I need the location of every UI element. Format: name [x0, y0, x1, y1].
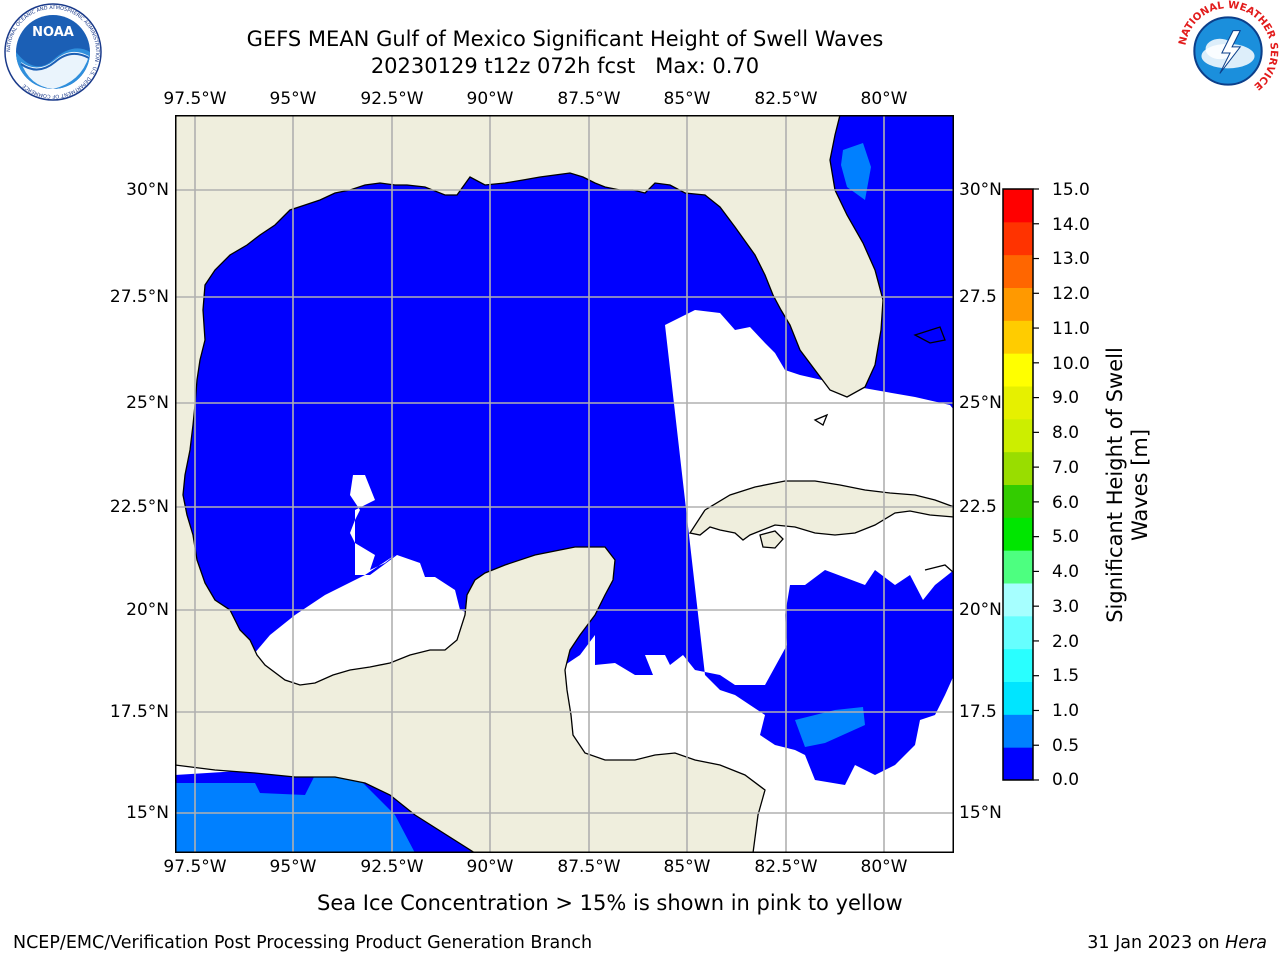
lon-tick-bottom: 95°W — [269, 857, 317, 877]
lon-tick-top: 85°W — [663, 89, 711, 109]
colorbar-segment — [1003, 353, 1033, 387]
lon-tick-top: 92.5°W — [360, 89, 424, 109]
colorbar-segment — [1003, 583, 1033, 617]
swell-patch-caribbean — [795, 707, 865, 747]
lat-tick-left: 20°N — [126, 600, 169, 620]
lat-tick-left: 22.5°N — [109, 497, 169, 517]
lon-tick-top: 82.5°W — [754, 89, 818, 109]
swell-patch-pacific — [175, 775, 415, 853]
colorbar-tick: 7.0 — [1052, 458, 1080, 478]
colorbar-segment — [1003, 747, 1033, 781]
lat-tick-left: 15°N — [126, 803, 169, 823]
colorbar-tick: 14.0 — [1052, 215, 1090, 235]
lon-tick-bottom: 87.5°W — [557, 857, 621, 877]
lat-tick-right: 17.5 — [959, 702, 997, 722]
swell-patch-florida — [841, 143, 871, 200]
run-date-text: 31 Jan 2023 on — [1087, 933, 1226, 953]
graticule — [175, 115, 954, 853]
colorbar-segment — [1003, 517, 1033, 551]
lon-tick-top: 80°W — [860, 89, 908, 109]
colorbar-tick: 9.0 — [1052, 388, 1080, 408]
colorbar-tick: 11.0 — [1052, 319, 1090, 339]
colorbar-tick: 1.0 — [1052, 701, 1080, 721]
colorbar-segment — [1003, 254, 1033, 288]
lon-tick-bottom: 90°W — [466, 857, 514, 877]
colorbar-label-line1: Significant Height of Swell — [1103, 347, 1127, 623]
lon-tick-top: 87.5°W — [557, 89, 621, 109]
lon-tick-top: 95°W — [269, 89, 317, 109]
colorbar-segment — [1003, 681, 1033, 715]
colorbar-tick: 12.0 — [1052, 284, 1090, 304]
lon-tick-top: 97.5°W — [163, 89, 227, 109]
colorbar-segment — [1003, 615, 1033, 650]
credit-text: NCEP/EMC/Verification Post Processing Pr… — [13, 933, 593, 953]
colorbar-tick: 10.0 — [1052, 354, 1090, 374]
colorbar-tick: 0.0 — [1052, 770, 1080, 790]
lon-tick-top: 90°W — [466, 89, 514, 109]
lat-tick-right: 25°N — [959, 393, 1002, 413]
colorbar-segment — [1003, 648, 1033, 682]
colorbar-segment — [1003, 550, 1033, 584]
colorbar-tick: 0.5 — [1052, 736, 1080, 756]
lat-tick-right: 30°N — [959, 180, 1002, 200]
colorbar — [1002, 188, 1039, 781]
colorbar-segment — [1003, 221, 1033, 256]
lat-tick-left: 17.5°N — [109, 702, 169, 722]
chart-title: GEFS MEAN Gulf of Mexico Significant Hei… — [246, 27, 884, 51]
run-host: Hera — [1225, 933, 1267, 953]
lon-tick-bottom: 80°W — [860, 857, 908, 877]
colorbar-tick: 3.0 — [1052, 597, 1080, 617]
lon-tick-bottom: 82.5°W — [754, 857, 818, 877]
lon-tick-bottom: 92.5°W — [360, 857, 424, 877]
colorbar-segment — [1003, 451, 1033, 485]
colorbar-segment — [1003, 386, 1033, 420]
land-north-america — [175, 115, 883, 853]
lat-tick-left: 30°N — [126, 180, 169, 200]
colorbar-segment — [1003, 320, 1033, 354]
colorbar-tick: 13.0 — [1052, 249, 1090, 269]
colorbar-border — [1002, 188, 1034, 781]
lat-tick-left: 25°N — [126, 393, 169, 413]
colorbar-tick: 2.0 — [1052, 632, 1080, 652]
lat-tick-right: 20°N — [959, 600, 1002, 620]
lat-tick-right: 22.5 — [959, 497, 997, 517]
lat-tick-right: 15°N — [959, 803, 1002, 823]
colorbar-tick: 1.5 — [1052, 666, 1080, 686]
land-isle-of-youth — [760, 531, 783, 548]
colorbar-tick: 4.0 — [1052, 562, 1080, 582]
colorbar-tick: 15.0 — [1052, 180, 1090, 200]
colorbar-segment — [1003, 189, 1033, 223]
colorbar-segment — [1003, 418, 1033, 453]
land-cuba — [690, 481, 954, 540]
run-date: 31 Jan 2023 on Hera — [1087, 933, 1267, 953]
svg-text:NOAA: NOAA — [32, 25, 74, 40]
gulf-map — [175, 115, 954, 853]
colorbar-tick: 8.0 — [1052, 423, 1080, 443]
colorbar-segment — [1003, 714, 1033, 748]
lat-tick-right: 27.5 — [959, 287, 997, 307]
colorbar-label-line2: Waves [m] — [1128, 428, 1152, 542]
lon-tick-bottom: 85°W — [663, 857, 711, 877]
chart-subtitle: 20230129 t12z 072h fcst Max: 0.70 — [370, 54, 760, 78]
colorbar-tick: 5.0 — [1052, 527, 1080, 547]
sea-ice-note: Sea Ice Concentration > 15% is shown in … — [317, 891, 903, 915]
colorbar-tick: 6.0 — [1052, 493, 1080, 513]
lat-tick-left: 27.5°N — [109, 287, 169, 307]
colorbar-segment — [1003, 287, 1033, 321]
nws-logo: NATIONAL WEATHER SERVICE — [1177, 0, 1279, 100]
lon-tick-bottom: 97.5°W — [163, 857, 227, 877]
noaa-logo: NOAA NATIONAL OCEANIC AND ATMOSPHERIC AD… — [4, 3, 102, 101]
colorbar-segment — [1003, 484, 1033, 518]
